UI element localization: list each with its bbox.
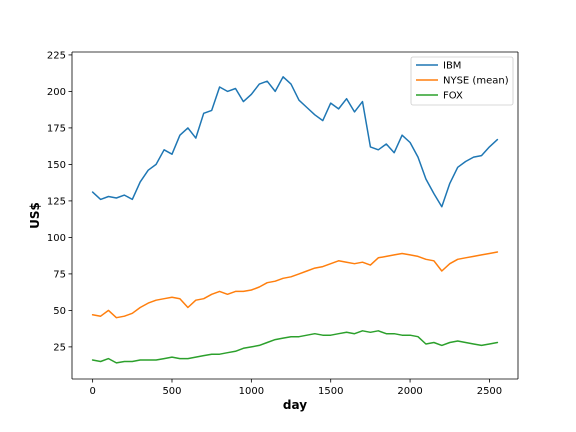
x-axis-ticks: 0 500 1000 1500 2000 2500 bbox=[89, 379, 502, 397]
axes-frame bbox=[71, 51, 519, 380]
x-tick-label: 500 bbox=[162, 386, 181, 397]
y-tick-label: 25 bbox=[53, 342, 66, 353]
x-tick-label: 2500 bbox=[477, 386, 502, 397]
y-tick-label: 200 bbox=[47, 87, 66, 98]
y-tick-label: 175 bbox=[47, 123, 66, 134]
y-tick-label: 150 bbox=[47, 160, 66, 171]
legend-label-nyse: NYSE (mean) bbox=[443, 76, 509, 87]
series-line-nyse-mean bbox=[91, 251, 499, 319]
x-tick-label: 2000 bbox=[397, 386, 422, 397]
legend: IBM NYSE (mean) FOX bbox=[410, 56, 514, 106]
legend-label-ibm: IBM bbox=[443, 61, 461, 72]
x-tick-label: 1500 bbox=[318, 386, 343, 397]
series-line-fox bbox=[91, 330, 499, 364]
series-layer bbox=[91, 76, 499, 364]
y-tick-label: 225 bbox=[47, 50, 66, 61]
y-tick-label: 100 bbox=[47, 233, 66, 244]
x-axis-label: day bbox=[283, 398, 307, 412]
y-tick-label: 125 bbox=[47, 196, 66, 207]
x-tick-label: 1000 bbox=[239, 386, 264, 397]
y-axis-ticks: 25 50 75 100 125 150 175 200 225 bbox=[47, 50, 72, 353]
series-line-ibm bbox=[91, 76, 499, 208]
y-tick-label: 50 bbox=[53, 306, 66, 317]
legend-label-fox: FOX bbox=[443, 91, 463, 102]
plot-area bbox=[72, 52, 518, 379]
y-tick-label: 75 bbox=[53, 269, 66, 280]
y-axis-label: US$ bbox=[28, 202, 42, 229]
legend-box bbox=[410, 56, 514, 106]
x-tick-label: 0 bbox=[89, 386, 95, 397]
